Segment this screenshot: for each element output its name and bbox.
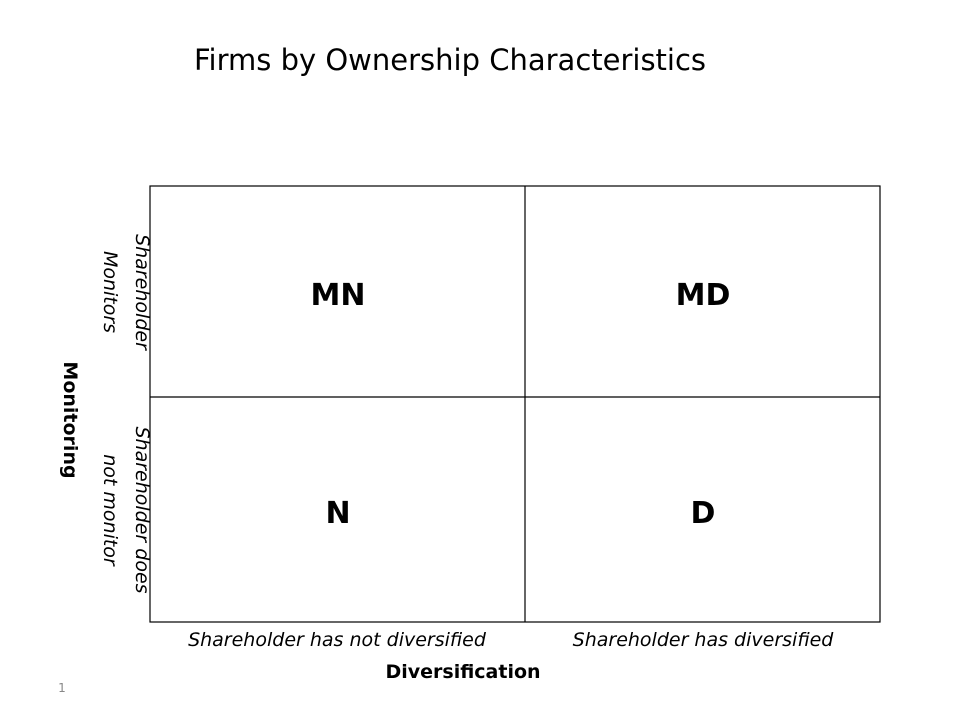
y-axis-label: Monitoring (59, 361, 81, 478)
grid-border (149, 185, 881, 623)
row-label: Monitors (99, 251, 121, 333)
row-label: Shareholder does (131, 426, 153, 593)
cell-label: MD (676, 278, 731, 313)
column-label: Shareholder has diversified (573, 629, 835, 651)
cell-label: MN (311, 278, 366, 313)
column-label: Shareholder has not diversified (188, 629, 487, 651)
cell-label: N (325, 496, 350, 531)
x-axis-label: Diversification (385, 661, 540, 683)
title: Firms by Ownership Characteristics (194, 43, 706, 77)
row-label: Shareholder (131, 234, 153, 351)
cell-label: D (691, 496, 716, 531)
page-number: 1 (58, 681, 66, 695)
row-label: not monitor (99, 454, 121, 567)
